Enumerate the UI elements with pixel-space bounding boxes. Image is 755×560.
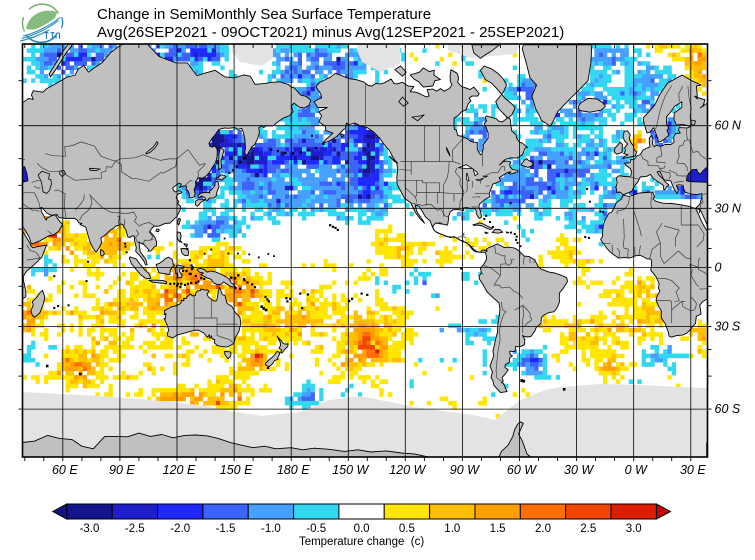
svg-text:30 S: 30 S bbox=[715, 320, 741, 334]
svg-text:1.5: 1.5 bbox=[490, 523, 506, 535]
svg-text:30 N: 30 N bbox=[715, 201, 742, 215]
svg-text:1.0: 1.0 bbox=[444, 523, 460, 535]
svg-text:Temperature change (c): Temperature change (c) bbox=[299, 536, 424, 548]
svg-text:60 E: 60 E bbox=[52, 463, 78, 477]
svg-text:60 W: 60 W bbox=[507, 463, 537, 477]
svg-text:-1.0: -1.0 bbox=[261, 523, 281, 535]
svg-text:Change in SemiMonthly Sea Surf: Change in SemiMonthly Sea Surface Temper… bbox=[97, 6, 431, 23]
svg-text:30 E: 30 E bbox=[680, 463, 706, 477]
svg-text:-2.5: -2.5 bbox=[125, 523, 145, 535]
svg-text:-2.0: -2.0 bbox=[170, 523, 190, 535]
svg-text:0: 0 bbox=[715, 260, 722, 274]
svg-text:60 N: 60 N bbox=[715, 119, 742, 133]
svg-text:150 W: 150 W bbox=[332, 463, 369, 477]
svg-text:-3.0: -3.0 bbox=[80, 523, 100, 535]
svg-text:Avg(26SEP2021 - 09OCT2021) min: Avg(26SEP2021 - 09OCT2021) minus Avg(12S… bbox=[97, 24, 564, 41]
svg-text:2.5: 2.5 bbox=[580, 523, 596, 535]
svg-text:150 E: 150 E bbox=[220, 463, 253, 477]
svg-text:-1.5: -1.5 bbox=[216, 523, 236, 535]
svg-text:120 W: 120 W bbox=[389, 463, 426, 477]
svg-text:180 E: 180 E bbox=[277, 463, 310, 477]
svg-text:2.0: 2.0 bbox=[535, 523, 551, 535]
svg-text:0 W: 0 W bbox=[625, 463, 648, 477]
svg-text:30 W: 30 W bbox=[564, 463, 594, 477]
svg-text:90 E: 90 E bbox=[109, 463, 135, 477]
svg-text:120 E: 120 E bbox=[163, 463, 196, 477]
svg-text:3.0: 3.0 bbox=[626, 523, 642, 535]
svg-text:90 W: 90 W bbox=[450, 463, 480, 477]
svg-text:60 S: 60 S bbox=[715, 402, 741, 416]
svg-text:-0.5: -0.5 bbox=[306, 523, 326, 535]
svg-text:0.5: 0.5 bbox=[399, 523, 415, 535]
svg-text:0.0: 0.0 bbox=[354, 523, 370, 535]
